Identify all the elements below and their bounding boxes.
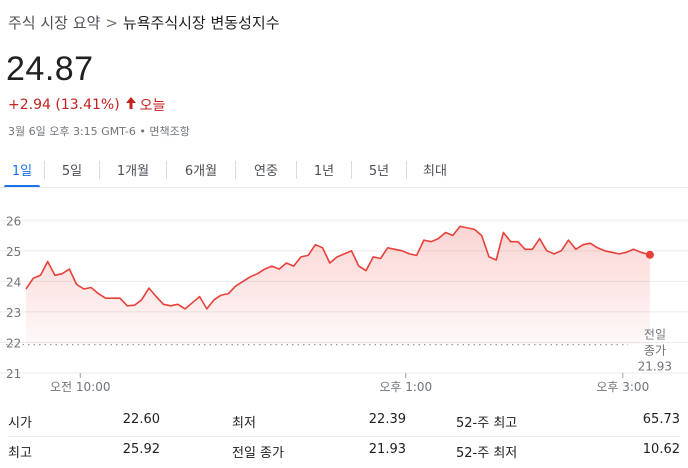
stats-divider xyxy=(8,436,680,437)
tab-divider xyxy=(166,161,167,179)
arrow-up-icon xyxy=(125,97,136,113)
tab-1m[interactable]: 1개월 xyxy=(116,163,150,179)
stat-high-value: 25.92 xyxy=(122,442,160,457)
change-period: 오늘 xyxy=(139,98,166,114)
stat-high-label: 최고 xyxy=(8,446,32,461)
tab-divider xyxy=(296,161,297,179)
stat-52w-low-label: 52-주 최저 xyxy=(456,446,518,461)
tabs-bottom-border xyxy=(0,187,688,188)
price-change-row: +2.94 (13.41%) 오늘 xyxy=(8,95,165,115)
y-tick-label: 23 xyxy=(6,306,21,320)
price-line xyxy=(25,225,651,310)
breadcrumb-current: 뉴욕주식시장 변동성지수 xyxy=(122,14,280,32)
breadcrumb: 주식 시장 요약 > 뉴욕주식시장 변동성지수 xyxy=(8,12,280,33)
y-tick-label: 21 xyxy=(6,367,21,381)
stat-prev-close-label: 전일 종가 xyxy=(232,446,284,461)
stat-52w-high-label: 52-주 최고 xyxy=(456,416,518,431)
tab-divider xyxy=(44,161,45,179)
stat-52w-low-value: 10.62 xyxy=(642,442,680,457)
tab-ytd[interactable]: 연중 xyxy=(254,163,278,179)
tab-5d[interactable]: 5일 xyxy=(61,163,83,179)
stat-open-label: 시가 xyxy=(8,416,32,431)
quote-timestamp: 3월 6일 오후 3:15 GMT-6 • 면책조항 xyxy=(8,125,190,138)
range-tabs: 1일 5일 1개월 6개월 연중 1년 5년 최대 xyxy=(0,152,463,188)
tab-1y[interactable]: 1년 xyxy=(313,163,335,179)
stat-52w-high-value: 65.73 xyxy=(642,412,680,427)
tab-divider xyxy=(235,161,236,179)
price-change: +2.94 (13.41%) xyxy=(8,97,120,113)
y-tick-label: 26 xyxy=(6,214,21,228)
stats-row-2: 최고 25.92 전일 종가 21.93 52-주 최저 10.62 xyxy=(0,442,688,468)
previous-close-label: 종가 xyxy=(644,344,666,358)
x-tick-label: 오후 1:00 xyxy=(379,380,432,394)
tab-max[interactable]: 최대 xyxy=(423,163,447,179)
breadcrumb-root-link[interactable]: 주식 시장 요약 xyxy=(8,14,101,32)
y-tick-label: 22 xyxy=(6,336,21,350)
y-tick-label: 24 xyxy=(6,275,21,289)
tab-divider xyxy=(351,161,352,179)
stat-open-value: 22.60 xyxy=(122,412,160,427)
tab-divider xyxy=(99,161,100,179)
stats-row-1: 시가 22.60 최저 22.39 52-주 최고 65.73 xyxy=(0,412,688,438)
tab-5y[interactable]: 5년 xyxy=(368,163,390,179)
area-fill xyxy=(26,226,650,345)
last-price-point xyxy=(645,250,654,259)
tab-1d[interactable]: 1일 xyxy=(0,152,44,188)
breadcrumb-separator: > xyxy=(105,14,118,32)
tab-divider xyxy=(406,161,407,179)
x-tick-label: 오전 10:00 xyxy=(50,380,110,394)
stat-low-label: 최저 xyxy=(232,416,256,431)
stat-low-value: 22.39 xyxy=(368,412,406,427)
y-tick-label: 25 xyxy=(6,245,21,259)
previous-close-value: 21.93 xyxy=(638,360,672,374)
tab-6m[interactable]: 6개월 xyxy=(184,163,218,179)
x-tick-label: 오후 3:00 xyxy=(596,380,649,394)
stat-prev-close-value: 21.93 xyxy=(368,442,406,457)
current-price: 24.87 xyxy=(6,50,94,88)
previous-close-label: 전일 xyxy=(644,328,666,342)
